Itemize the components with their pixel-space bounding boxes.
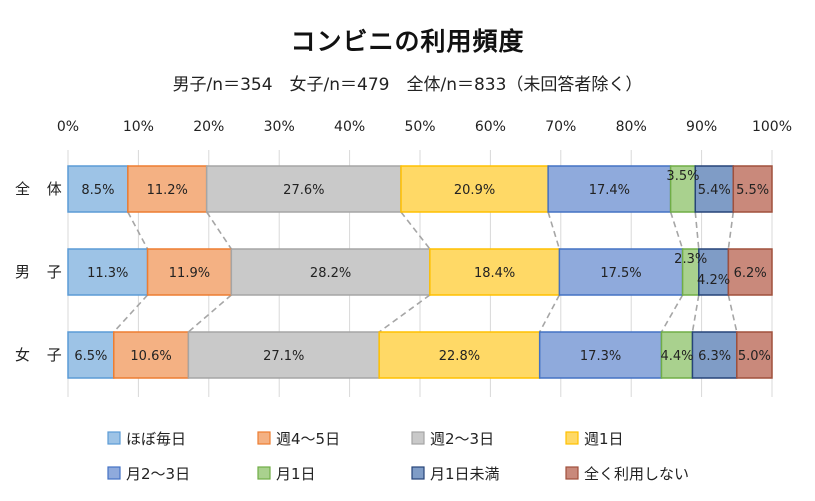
- legend-label: 週4～5日: [276, 430, 340, 448]
- data-label: 28.2%: [310, 266, 351, 281]
- data-label: 5.5%: [736, 183, 769, 198]
- bar-segment: [694, 165, 735, 213]
- data-label: 22.8%: [439, 349, 480, 364]
- bar-segment: [400, 165, 549, 213]
- data-label: 4.2%: [697, 273, 730, 288]
- bar-segment: [429, 248, 561, 296]
- chart-title: コンビニの利用頻度: [290, 27, 525, 56]
- data-label: 6.2%: [734, 266, 767, 281]
- series-line: [694, 211, 700, 250]
- x-tick-label: 0%: [57, 119, 79, 135]
- bar-segment: [727, 248, 773, 296]
- data-label: 17.5%: [600, 266, 641, 281]
- data-label: 10.6%: [130, 349, 171, 364]
- category-label: 女 子: [15, 346, 68, 364]
- x-tick-label: 70%: [545, 119, 576, 135]
- series-line: [660, 294, 684, 333]
- legend-label: 月2～3日: [126, 465, 190, 483]
- bar-segment: [67, 248, 149, 296]
- bar-segment: [127, 165, 208, 213]
- bar-segment: [732, 165, 773, 213]
- data-label: 6.3%: [698, 349, 731, 364]
- data-label: 3.5%: [666, 169, 699, 184]
- series-line: [127, 211, 149, 250]
- legend-swatch: [565, 431, 579, 445]
- bar-segment: [67, 165, 129, 213]
- legend-swatch: [107, 466, 121, 480]
- legend-label: 週2～3日: [430, 430, 494, 448]
- bar-segment: [187, 331, 380, 379]
- x-tick-label: 50%: [404, 119, 435, 135]
- series-line: [113, 294, 149, 333]
- series-line: [727, 211, 735, 250]
- bar-segment: [378, 331, 541, 379]
- bar-segment: [736, 331, 773, 379]
- category-label: 全 体: [15, 180, 68, 198]
- data-label: 27.1%: [263, 349, 304, 364]
- data-label: 4.4%: [660, 349, 693, 364]
- x-tick-label: 40%: [334, 119, 365, 135]
- category-label: 男 子: [15, 263, 68, 281]
- data-label: 20.9%: [454, 183, 495, 198]
- series-line: [400, 211, 431, 250]
- data-label: 11.2%: [147, 183, 188, 198]
- data-label: 17.3%: [580, 349, 621, 364]
- x-tick-label: 60%: [475, 119, 506, 135]
- data-label: 11.9%: [169, 266, 210, 281]
- data-label: 2.3%: [674, 252, 707, 267]
- bar-segment: [691, 331, 738, 379]
- x-tick-label: 30%: [264, 119, 295, 135]
- series-line: [187, 294, 232, 333]
- series-line: [669, 211, 684, 250]
- bar-segment: [205, 165, 402, 213]
- data-label: 27.6%: [283, 183, 324, 198]
- data-label: 6.5%: [74, 349, 107, 364]
- legend-label: 月1日: [276, 465, 316, 483]
- series-line: [691, 294, 700, 333]
- legend-label: 週1日: [584, 430, 624, 448]
- data-label: 5.4%: [698, 183, 731, 198]
- series-line: [538, 294, 561, 333]
- legend-swatch: [411, 466, 425, 480]
- x-tick-label: 80%: [616, 119, 647, 135]
- data-label: 17.4%: [589, 183, 630, 198]
- series-line: [727, 294, 738, 333]
- legend-label: ほぼ毎日: [126, 430, 186, 448]
- series-line: [206, 211, 232, 250]
- data-label: 8.5%: [81, 183, 114, 198]
- legend-swatch: [565, 466, 579, 480]
- x-tick-label: 10%: [123, 119, 154, 135]
- series-line: [547, 211, 561, 250]
- x-tick-label: 90%: [686, 119, 717, 135]
- legend-label: 月1日未満: [430, 465, 500, 483]
- bar-segment: [698, 248, 730, 296]
- legend-label: 全く利用しない: [584, 465, 689, 483]
- series-line: [378, 294, 431, 333]
- data-label: 11.3%: [87, 266, 128, 281]
- legend-swatch: [257, 466, 271, 480]
- x-tick-label: 20%: [193, 119, 224, 135]
- data-label: 5.0%: [738, 349, 771, 364]
- legend-swatch: [107, 431, 121, 445]
- bar-segment: [230, 248, 431, 296]
- bar-segment: [113, 331, 190, 379]
- bar-segment: [67, 331, 115, 379]
- legend-swatch: [257, 431, 271, 445]
- data-label: 18.4%: [474, 266, 515, 281]
- chart-subtitle: 男子/n＝354 女子/n＝479 全体/n＝833（未回答者除く）: [172, 75, 643, 95]
- x-tick-label: 100%: [752, 119, 792, 135]
- legend-swatch: [411, 431, 425, 445]
